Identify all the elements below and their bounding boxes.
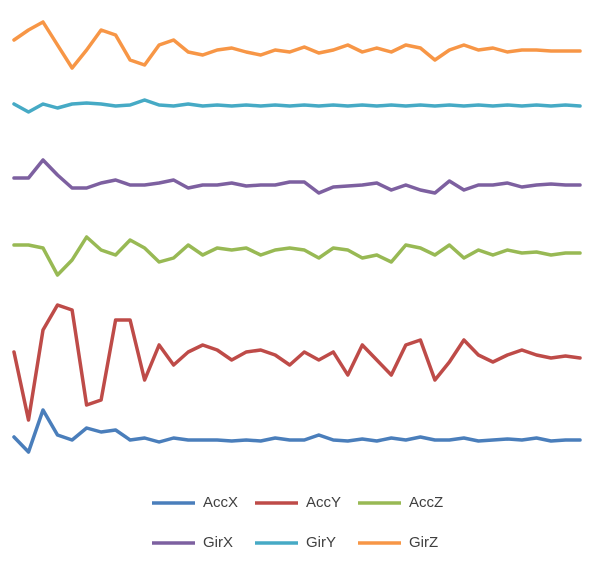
series-line bbox=[12, 235, 582, 277]
series-line bbox=[12, 20, 582, 70]
series-line bbox=[12, 303, 582, 422]
legend-label: GirX bbox=[203, 534, 233, 551]
legend-label: AccY bbox=[306, 494, 341, 511]
legend-label: AccX bbox=[203, 494, 238, 511]
series-line bbox=[12, 408, 582, 454]
series-line bbox=[12, 158, 582, 195]
legend-label: AccZ bbox=[409, 494, 443, 511]
legend-label: GirZ bbox=[409, 534, 438, 551]
series-line bbox=[12, 98, 582, 114]
legend-label: GirY bbox=[306, 534, 336, 551]
